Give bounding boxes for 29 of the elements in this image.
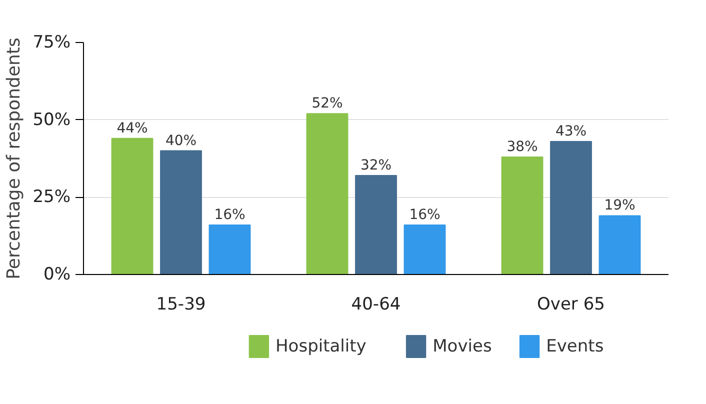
data-label: 16% — [409, 207, 440, 224]
data-label: 40% — [165, 132, 197, 149]
bar — [501, 156, 544, 274]
data-label: 44% — [116, 120, 148, 136]
y-tick-label: 75% — [32, 32, 71, 52]
y-tick-label: 50% — [32, 110, 71, 130]
y-axis-title: Percentage of respondents — [4, 38, 25, 280]
x-tick-label: 40-64 — [351, 294, 401, 314]
bar — [208, 224, 251, 274]
data-label: 43% — [555, 123, 587, 140]
legend-label: Hospitality — [276, 336, 366, 356]
legend-label: Movies — [432, 336, 492, 356]
data-label: 38% — [506, 138, 538, 155]
bar — [160, 150, 202, 274]
y-tick-label: 25% — [32, 187, 71, 208]
bar — [404, 224, 446, 274]
y-tick-label: 0% — [44, 264, 71, 284]
bar — [550, 140, 592, 274]
data-label: 16% — [214, 207, 246, 224]
bar — [306, 113, 348, 274]
data-label: 19% — [604, 198, 636, 214]
data-label: 32% — [360, 158, 392, 174]
x-tick-label: 15-39 — [156, 294, 206, 314]
x-tick-label: Over 65 — [537, 294, 605, 314]
bar — [598, 215, 641, 274]
bar — [355, 175, 397, 274]
bar — [111, 138, 154, 274]
data-label: 52% — [312, 96, 343, 112]
legend-label: Events — [546, 336, 604, 356]
